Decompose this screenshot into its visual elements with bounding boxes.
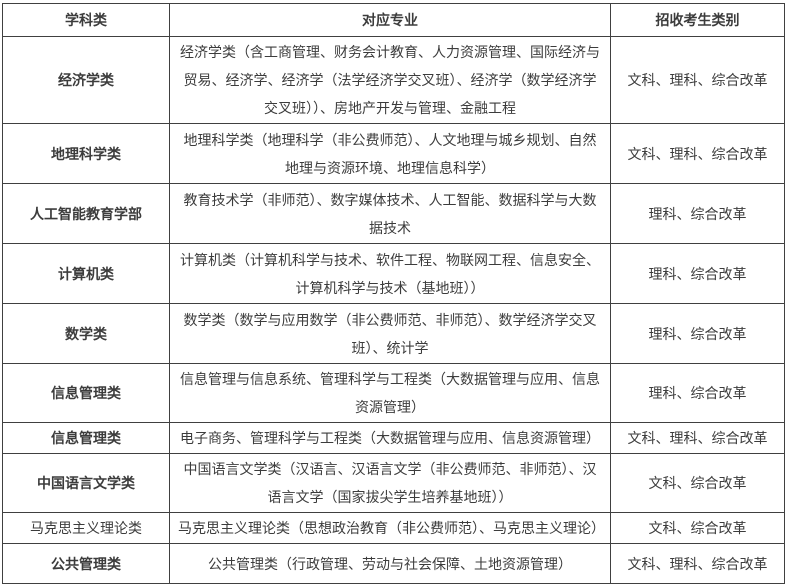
header-row: 学科类 对应专业 招收考生类别 [2,3,785,37]
header-cell-admission: 招收考生类别 [610,3,785,37]
admission-cell: 文科、理科、综合改革 [610,36,785,124]
category-cell: 信息管理类 [2,363,170,423]
table-row: 信息管理类 信息管理与信息系统、管理科学与工程类（大数据管理与应用、信息资源管理… [2,363,785,423]
admission-cell: 文科、综合改革 [610,512,785,544]
category-cell: 地理科学类 [2,123,170,184]
header-cell-majors: 对应专业 [169,3,611,37]
admission-cell: 理科、综合改革 [610,303,785,364]
table-row: 中国语言文学类 中国语言文学类（汉语言、汉语言文学（非公费师范、非师范）、汉语言… [2,453,785,513]
majors-cell: 信息管理与信息系统、管理科学与工程类（大数据管理与应用、信息资源管理） [169,363,611,423]
table-row: 经济学类 经济学类（含工商管理、财务会计教育、人力资源管理、国际经济与贸易、经济… [2,36,785,124]
admission-cell: 理科、综合改革 [610,183,785,244]
header-cell-category: 学科类 [2,3,170,37]
table-row: 公共管理类 公共管理类（行政管理、劳动与社会保障、土地资源管理） 文科、理科、综… [2,543,785,584]
category-cell: 人工智能教育学部 [2,183,170,244]
majors-cell: 地理科学类（地理科学（非公费师范）、人文地理与城乡规划、自然地理与资源环境、地理… [169,123,611,184]
majors-cell: 计算机类（计算机科学与技术、软件工程、物联网工程、信息安全、计算机科学与技术（基… [169,243,611,304]
admission-cell: 文科、理科、综合改革 [610,543,785,584]
category-cell: 公共管理类 [2,543,170,584]
category-cell: 马克思主义理论类 [2,512,170,544]
table-row: 数学类 数学类（数学与应用数学（非公费师范、非师范）、数学经济学交叉班）、统计学… [2,303,785,364]
admission-cell: 理科、综合改革 [610,363,785,423]
category-cell: 中国语言文学类 [2,453,170,513]
majors-cell: 电子商务、管理科学与工程类（大数据管理与应用、信息资源管理） [169,422,611,454]
admission-cell: 理科、综合改革 [610,243,785,304]
majors-table: 学科类 对应专业 招收考生类别 经济学类 经济学类（含工商管理、财务会计教育、人… [2,3,785,584]
majors-cell: 经济学类（含工商管理、财务会计教育、人力资源管理、国际经济与贸易、经济学、经济学… [169,36,611,124]
table-row: 人工智能教育学部 教育技术学（非师范）、数字媒体技术、人工智能、数据科学与大数据… [2,183,785,244]
table-row: 信息管理类 电子商务、管理科学与工程类（大数据管理与应用、信息资源管理） 文科、… [2,422,785,454]
majors-cell: 中国语言文学类（汉语言、汉语言文学（非公费师范、非师范）、汉语言文学（国家拔尖学… [169,453,611,513]
table-row: 地理科学类 地理科学类（地理科学（非公费师范）、人文地理与城乡规划、自然地理与资… [2,123,785,184]
category-cell: 数学类 [2,303,170,364]
majors-cell: 教育技术学（非师范）、数字媒体技术、人工智能、数据科学与大数据技术 [169,183,611,244]
majors-cell: 公共管理类（行政管理、劳动与社会保障、土地资源管理） [169,543,611,584]
admission-cell: 文科、理科、综合改革 [610,422,785,454]
majors-cell: 马克思主义理论类（思想政治教育（非公费师范）、马克思主义理论） [169,512,611,544]
table-row: 计算机类 计算机类（计算机科学与技术、软件工程、物联网工程、信息安全、计算机科学… [2,243,785,304]
majors-cell: 数学类（数学与应用数学（非公费师范、非师范）、数学经济学交叉班）、统计学 [169,303,611,364]
category-cell: 信息管理类 [2,422,170,454]
category-cell: 经济学类 [2,36,170,124]
admission-cell: 文科、综合改革 [610,453,785,513]
category-cell: 计算机类 [2,243,170,304]
admission-cell: 文科、理科、综合改革 [610,123,785,184]
table-row: 马克思主义理论类 马克思主义理论类（思想政治教育（非公费师范）、马克思主义理论）… [2,512,785,544]
